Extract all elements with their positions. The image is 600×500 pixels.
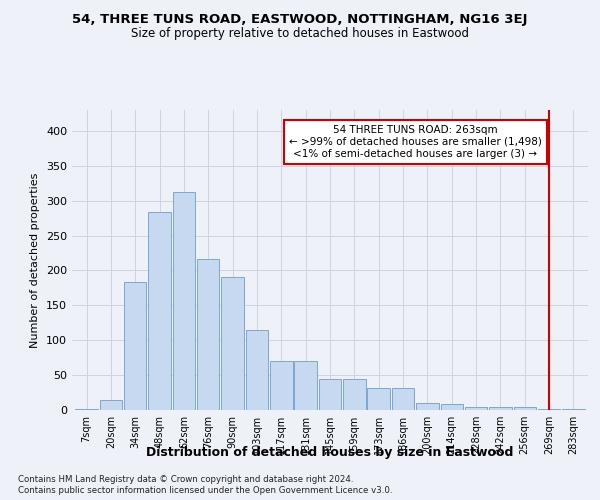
Bar: [489, 407, 512, 410]
Text: Contains HM Land Registry data © Crown copyright and database right 2024.: Contains HM Land Registry data © Crown c…: [18, 475, 353, 484]
Bar: [246, 330, 268, 410]
Bar: [465, 406, 487, 410]
Bar: [392, 388, 414, 410]
Bar: [562, 408, 584, 410]
Bar: [319, 378, 341, 410]
Bar: [416, 403, 439, 410]
Bar: [221, 278, 244, 410]
Bar: [295, 361, 317, 410]
Bar: [100, 400, 122, 410]
Bar: [173, 192, 195, 410]
Bar: [440, 404, 463, 410]
Bar: [76, 408, 98, 410]
Text: 54 THREE TUNS ROAD: 263sqm
← >99% of detached houses are smaller (1,498)
<1% of : 54 THREE TUNS ROAD: 263sqm ← >99% of det…: [289, 126, 542, 158]
Y-axis label: Number of detached properties: Number of detached properties: [31, 172, 40, 348]
Bar: [124, 282, 146, 410]
Bar: [270, 361, 293, 410]
Bar: [367, 388, 390, 410]
Bar: [343, 380, 365, 410]
Text: Size of property relative to detached houses in Eastwood: Size of property relative to detached ho…: [131, 28, 469, 40]
Bar: [148, 212, 171, 410]
Text: Distribution of detached houses by size in Eastwood: Distribution of detached houses by size …: [146, 446, 514, 459]
Bar: [514, 406, 536, 410]
Text: 54, THREE TUNS ROAD, EASTWOOD, NOTTINGHAM, NG16 3EJ: 54, THREE TUNS ROAD, EASTWOOD, NOTTINGHA…: [72, 12, 528, 26]
Bar: [197, 260, 220, 410]
Text: Contains public sector information licensed under the Open Government Licence v3: Contains public sector information licen…: [18, 486, 392, 495]
